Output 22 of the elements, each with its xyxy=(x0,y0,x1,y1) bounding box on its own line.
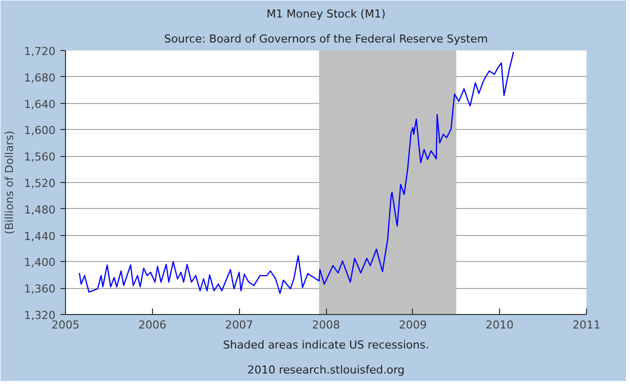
text: Shaded areas indicate US recessions. xyxy=(223,338,429,352)
text: 2010 research.stlouisfed.org xyxy=(247,364,405,376)
y-tick-label: 1,520 xyxy=(24,177,56,190)
x-tick-label: 2007 xyxy=(225,318,254,332)
y-tick-label: 1,480 xyxy=(24,203,56,216)
y-tick-label: 1,600 xyxy=(24,124,56,138)
x-tick-label: 2009 xyxy=(398,318,427,332)
y-tick-label: 1,640 xyxy=(24,98,56,111)
y-axis-title: (Billions of Dollars) xyxy=(3,130,16,234)
y-tick-label: 1,360 xyxy=(24,282,56,296)
line-series xyxy=(78,51,514,294)
x-tick-label: 2008 xyxy=(312,318,340,332)
y-tick-label: 1,680 xyxy=(24,71,56,84)
x-tick-label: 2011 xyxy=(572,318,601,332)
chart-title: M1 Money Stock (M1) xyxy=(266,8,386,20)
x-tick-label: 2006 xyxy=(138,318,166,332)
y-tick-label: 1,400 xyxy=(24,256,56,270)
x-tick-label: 2010 xyxy=(486,318,514,332)
y-tick-label: 1,440 xyxy=(24,230,56,243)
y-tick-label: 1,560 xyxy=(24,150,56,164)
chart-subtitle: Source: Board of Governors of the Federal Reserve System xyxy=(164,32,488,46)
y-tick-label: 1,720 xyxy=(24,45,56,58)
